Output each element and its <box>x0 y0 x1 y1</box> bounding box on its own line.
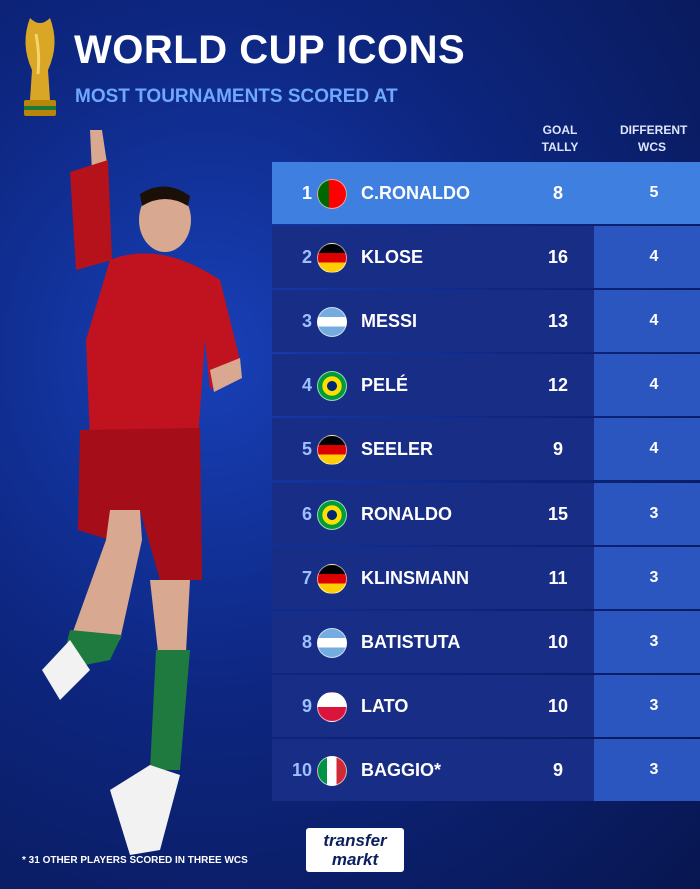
player-name: PELÉ <box>361 375 409 396</box>
rank: 1 <box>301 183 312 203</box>
player-name: SEELER <box>361 439 434 460</box>
rank: 5 <box>301 439 312 460</box>
goal-tally: 16 <box>547 247 569 268</box>
flag-icon <box>317 499 347 530</box>
different-wcs: 4 <box>649 440 659 458</box>
flag-icon <box>317 179 347 209</box>
player-name: KLINSMANN <box>361 567 469 588</box>
player-name: MESSI <box>361 311 418 332</box>
rank: 7 <box>301 567 312 588</box>
column-header: DIFFERENT WCS <box>620 123 688 154</box>
column-background <box>594 418 700 481</box>
player-name: LATO <box>361 695 409 716</box>
player-name: KLOSE <box>361 247 424 268</box>
player-image <box>42 130 242 855</box>
flag-icon <box>317 563 347 594</box>
goal-tally: 9 <box>552 439 563 460</box>
goal-tally: 10 <box>547 695 569 716</box>
column-background <box>594 290 700 353</box>
column-background <box>594 482 700 545</box>
logo-text: markt <box>331 850 379 869</box>
flag-icon <box>317 435 347 466</box>
trophy-icon <box>24 18 56 116</box>
player-name: BAGGIO* <box>361 759 442 780</box>
column-header: GOAL TALLY <box>541 123 579 154</box>
table-row: 10 BAGGIO* 9 3 <box>272 738 700 801</box>
different-wcs: 3 <box>649 504 659 522</box>
column-background <box>594 354 700 417</box>
table-row: 8 BATISTUTA 10 3 <box>272 610 700 673</box>
title: WORLD CUP ICONS <box>74 28 466 72</box>
different-wcs: 3 <box>649 632 659 650</box>
logo-text: transfer <box>323 831 387 850</box>
table-row: 4 PELÉ 12 4 <box>272 354 700 417</box>
different-wcs: 5 <box>649 184 659 201</box>
different-wcs: 4 <box>649 248 659 266</box>
table-row: 7 KLINSMANN 11 3 <box>272 546 700 609</box>
flag-icon <box>317 307 347 338</box>
player-name: RONALDO <box>361 503 452 524</box>
player-name: C.RONALDO <box>361 183 470 203</box>
goal-tally: 13 <box>547 311 569 332</box>
flag-icon <box>317 243 347 274</box>
different-wcs: 3 <box>649 568 659 586</box>
subtitle: MOST TOURNAMENTS SCORED AT <box>75 86 398 107</box>
table-row: 2 KLOSE 16 4 <box>272 226 700 289</box>
goal-tally: 8 <box>552 183 563 203</box>
column-background <box>594 226 700 289</box>
goal-tally: 12 <box>547 375 569 396</box>
table-row: 9 LATO 10 3 <box>272 674 700 737</box>
rank: 2 <box>301 247 312 268</box>
different-wcs: 3 <box>649 760 659 778</box>
flag-icon <box>317 371 347 402</box>
player-name: BATISTUTA <box>361 631 461 652</box>
flag-icon <box>317 627 347 658</box>
different-wcs: 3 <box>649 696 659 714</box>
rank: 8 <box>301 631 312 652</box>
different-wcs: 4 <box>649 376 659 394</box>
table-row: 6 RONALDO 15 3 <box>272 482 700 545</box>
table-row: 1 C.RONALDO 8 5 <box>272 162 700 224</box>
goal-tally: 15 <box>547 503 569 524</box>
column-background <box>594 610 700 673</box>
rank: 10 <box>291 759 312 780</box>
column-background <box>594 546 700 609</box>
rank: 6 <box>301 503 312 524</box>
table-row: 3 MESSI 13 4 <box>272 290 700 353</box>
logo: transfer markt <box>306 828 404 872</box>
table-row: 5 SEELER 9 4 <box>272 418 700 481</box>
flag-icon <box>317 755 347 786</box>
goal-tally: 11 <box>548 567 568 588</box>
column-background <box>594 738 700 801</box>
flag-icon <box>317 691 347 722</box>
footnote: * 31 OTHER PLAYERS SCORED IN THREE WCS <box>22 855 248 866</box>
different-wcs: 4 <box>649 312 659 330</box>
goal-tally: 10 <box>547 631 569 652</box>
goal-tally: 9 <box>552 759 563 780</box>
rank: 3 <box>301 311 312 332</box>
rank: 4 <box>301 375 312 396</box>
rank: 9 <box>301 695 312 716</box>
column-background <box>594 674 700 737</box>
